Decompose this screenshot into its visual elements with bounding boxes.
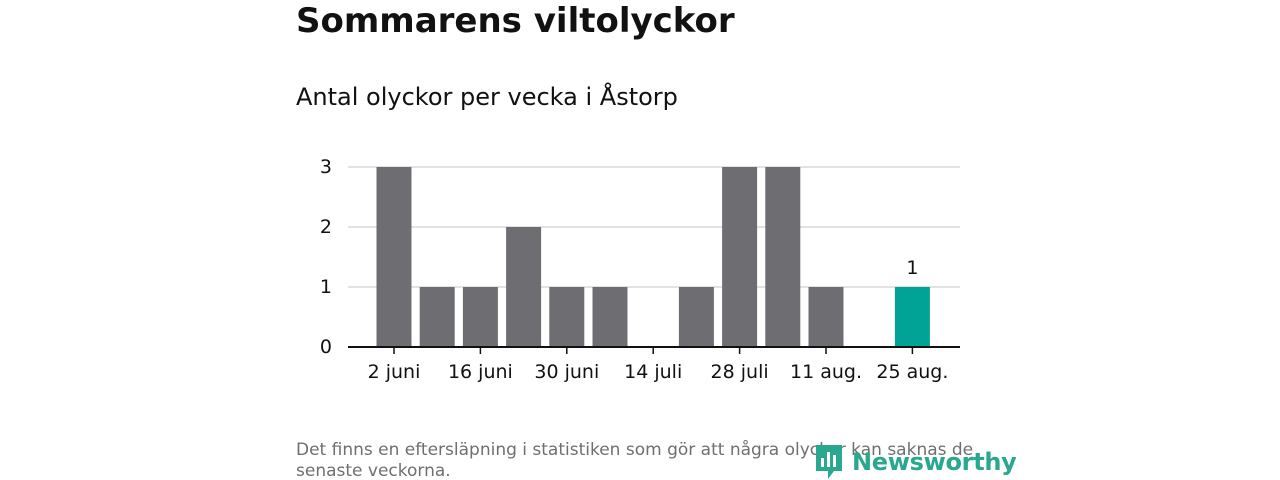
bar — [419, 287, 455, 347]
bar — [894, 287, 930, 347]
x-tick-label: 11 aug. — [790, 361, 862, 383]
x-tick-label: 25 aug. — [876, 361, 948, 383]
bar — [462, 287, 498, 347]
bar — [376, 167, 412, 347]
newsworthy-logo: Newsworthy — [814, 443, 1017, 480]
y-tick-label: 0 — [320, 336, 332, 358]
data-label: 1 — [906, 257, 918, 279]
logo-text: Newsworthy — [852, 448, 1017, 476]
y-tick-label: 1 — [320, 276, 332, 298]
x-tick-label: 2 juni — [368, 361, 421, 383]
chart-title: Sommarens viltolyckor — [296, 1, 735, 41]
footnote: Det finns en eftersläpning i statistiken… — [296, 440, 974, 480]
y-tick-label: 3 — [320, 156, 332, 178]
bar — [592, 287, 628, 347]
x-tick-label: 16 juni — [448, 361, 513, 383]
bar — [722, 167, 758, 347]
bar — [506, 227, 542, 347]
bar — [549, 287, 585, 347]
bar — [678, 287, 714, 347]
y-tick-label: 2 — [320, 216, 332, 238]
bar — [765, 167, 801, 347]
x-tick-label: 28 juli — [711, 361, 769, 383]
x-tick-label: 14 juli — [624, 361, 682, 383]
chart-subtitle: Antal olyckor per vecka i Åstorp — [296, 83, 678, 111]
bar — [808, 287, 844, 347]
newsworthy-logo-icon — [816, 445, 842, 479]
x-tick-label: 30 juni — [534, 361, 599, 383]
